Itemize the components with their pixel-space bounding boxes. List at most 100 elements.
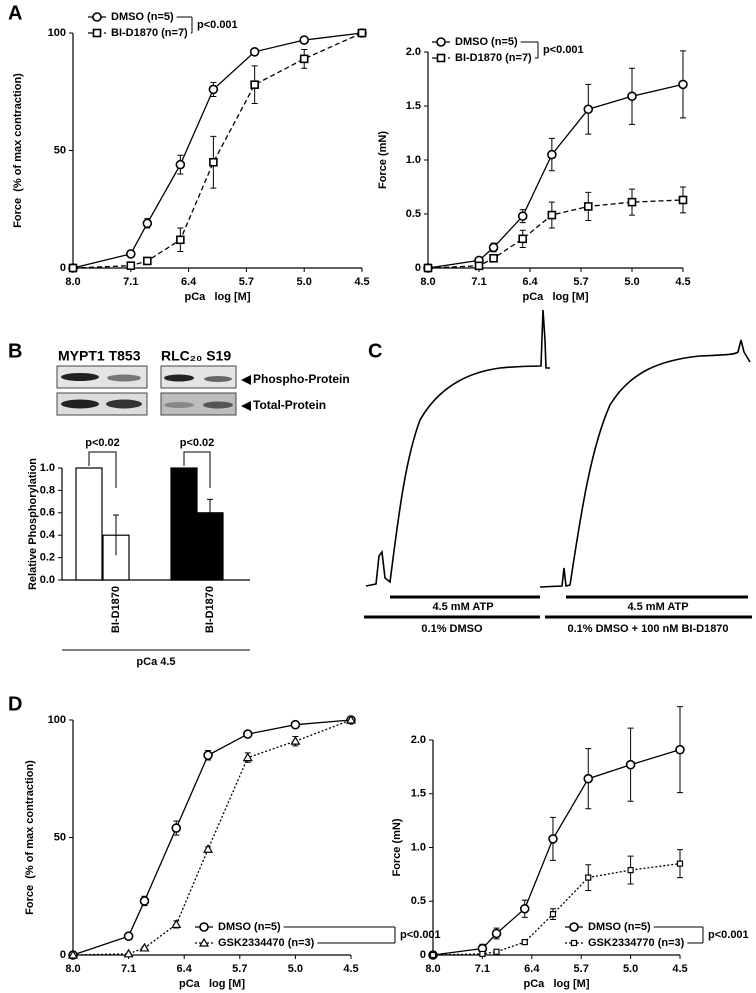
marker: [675, 744, 685, 755]
marker: [92, 12, 102, 22]
marker: [518, 234, 528, 244]
marker: [67, 949, 79, 959]
marker: [517, 211, 528, 221]
marker: [547, 210, 557, 220]
marker: [242, 752, 253, 762]
marker: [345, 714, 357, 724]
x-tick-label: 4.5: [675, 276, 690, 288]
marker: [423, 263, 433, 273]
marker: [198, 937, 210, 947]
y-tick-label: 2.0: [406, 46, 421, 58]
marker: [92, 28, 102, 38]
x-tick-label: 8.0: [425, 963, 440, 975]
y-tick-label: 0.5: [406, 208, 421, 220]
x-tick-label: 6.4: [522, 276, 538, 288]
marker: [209, 157, 218, 167]
marker: [436, 37, 446, 47]
x-tick-label: 5.0: [624, 276, 639, 288]
x-tick-label: 6.4: [524, 963, 540, 975]
x-tick-label: 7.1: [475, 963, 490, 975]
marker: [126, 261, 136, 270]
y-tick-label: 1.5: [406, 100, 421, 112]
y-tick-label: 0.5: [411, 895, 426, 907]
marker: [171, 919, 182, 929]
marker: [549, 911, 557, 918]
annotation: p<0.001: [543, 44, 584, 56]
legend-label: GSK2334470 (n=3): [218, 937, 315, 949]
marker: [142, 218, 153, 229]
x-tick-label: 7.1: [471, 276, 486, 288]
series-line: [432, 862, 681, 956]
x-tick-label: 4.5: [343, 963, 358, 975]
marker: [583, 773, 594, 784]
y-axis-title: Relative Phosphorylation: [27, 458, 39, 590]
marker: [299, 35, 310, 45]
marker: [123, 948, 134, 958]
x-axis-title: pCa 4.5: [136, 656, 175, 668]
y-tick-label: 0: [415, 262, 421, 274]
marker: [489, 253, 498, 263]
marker: [242, 729, 253, 739]
x-axis-title: pCa log [M]: [524, 978, 590, 990]
marker: [491, 928, 502, 939]
panel-label: A: [8, 2, 22, 24]
x-tick-label: BI-D1870: [204, 586, 216, 633]
legend-label: BI-D1870 (n=7): [111, 27, 188, 39]
marker: [290, 735, 301, 745]
protocol-bar: [364, 595, 752, 619]
x-tick-label: 8.0: [420, 276, 435, 288]
y-axis-title: Force (mN): [391, 818, 403, 876]
marker: [627, 866, 634, 874]
bracket: [183, 451, 211, 488]
y-axis-title: Force (% of max contraction): [12, 73, 24, 228]
marker: [139, 942, 150, 952]
marker: [199, 922, 209, 932]
x-tick-label: 6.4: [177, 963, 193, 975]
marker: [474, 261, 484, 271]
marker: [583, 202, 593, 211]
annotation: p<0.02: [180, 437, 215, 449]
x-axis-title: pCa log [M]: [185, 291, 251, 303]
x-tick-label: 5.7: [574, 963, 589, 975]
blot-target: RLC₂₀ S19: [161, 348, 231, 364]
blot-row-label: Phospho-Protein: [253, 372, 350, 386]
blot-images: [56, 365, 251, 416]
trace-condition: 0.1% DMSO + 100 nM BI-D1870: [567, 623, 728, 635]
force-trace: [365, 309, 751, 588]
marker: [290, 719, 301, 730]
legend-label: DMSO (n=5): [588, 921, 651, 933]
panel-label: C: [368, 340, 382, 362]
marker: [585, 874, 592, 881]
annotation: p<0.02: [85, 437, 120, 449]
x-tick-label: 5.0: [288, 963, 303, 975]
marker: [625, 759, 636, 770]
marker: [203, 750, 213, 761]
x-tick-label: 5.0: [623, 963, 638, 975]
y-tick-label: 2.0: [411, 734, 426, 746]
marker: [676, 860, 684, 867]
marker: [202, 844, 214, 853]
marker: [548, 834, 558, 844]
series-line: [72, 719, 352, 956]
x-tick-label: 4.5: [354, 276, 369, 288]
marker: [171, 823, 182, 833]
marker: [139, 896, 150, 906]
legend-label: DMSO (n=5): [455, 36, 518, 48]
marker: [123, 931, 134, 942]
series-line: [427, 199, 684, 269]
marker: [627, 197, 637, 207]
annotation: p<0.001: [197, 19, 238, 31]
y-tick-label: 100: [48, 714, 66, 726]
y-tick-label: 0: [60, 262, 66, 274]
x-tick-label: 8.0: [65, 963, 80, 975]
x-tick-label: 8.0: [65, 276, 80, 288]
marker: [678, 79, 688, 90]
x-axis-title: pCa log [M]: [523, 291, 589, 303]
y-tick-label: 0: [420, 949, 426, 961]
x-tick-label: BI-D1870: [110, 586, 122, 633]
marker: [479, 950, 486, 958]
marker: [493, 948, 500, 955]
marker: [175, 159, 186, 170]
